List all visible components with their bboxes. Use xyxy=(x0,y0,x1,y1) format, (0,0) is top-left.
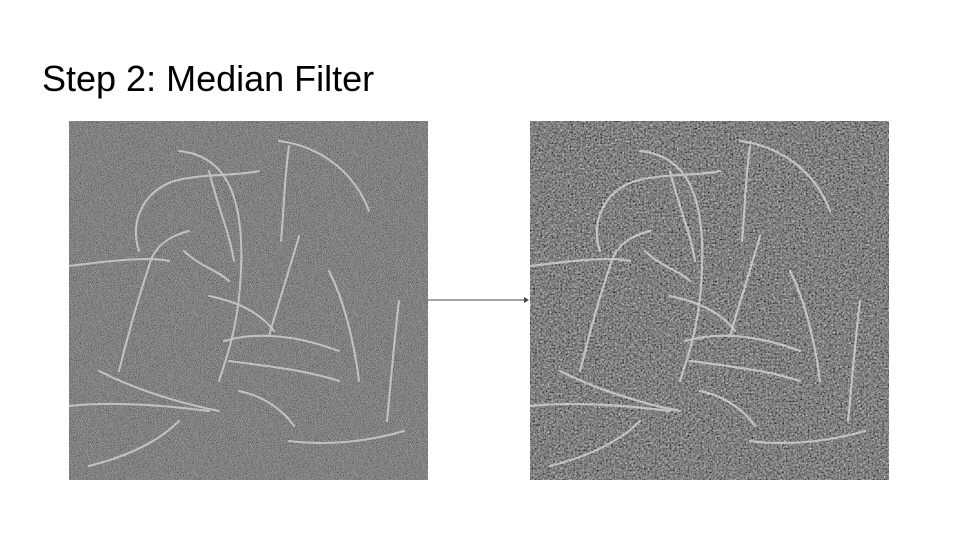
arrow-right-icon xyxy=(428,297,529,303)
filtered-image xyxy=(530,121,889,480)
slide-title: Step 2: Median Filter xyxy=(42,58,375,99)
noisy-image xyxy=(69,121,428,480)
